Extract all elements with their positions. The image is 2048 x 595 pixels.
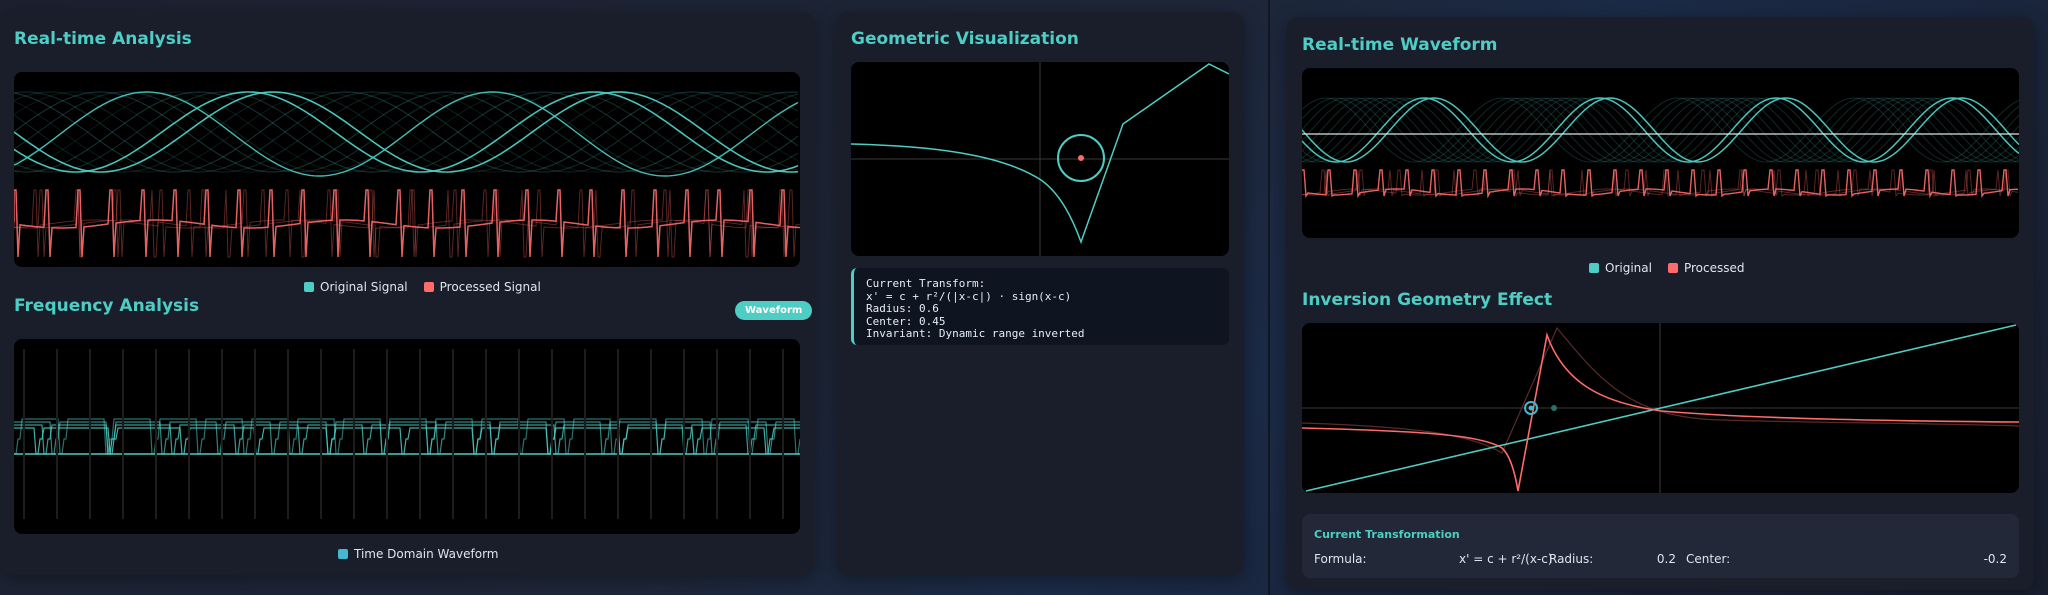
center-value: -0.2 xyxy=(1983,552,2007,566)
original-signal-swatch xyxy=(304,282,314,292)
transform-line-invariant: Invariant: Dynamic range inverted xyxy=(866,327,1085,340)
original-signal-line xyxy=(14,91,799,173)
original-signal-line xyxy=(14,91,799,173)
waveform-original-line xyxy=(1302,97,2019,163)
original-signal-line xyxy=(14,91,799,173)
legend-original-signal: Original Signal xyxy=(304,280,408,294)
original-signal-line xyxy=(14,91,799,173)
waveform-original-line xyxy=(1302,97,2019,163)
waveform-original-line xyxy=(1302,97,2019,163)
inversion-circle xyxy=(1057,134,1105,182)
realtime-waveform-title: Real-time Waveform xyxy=(1302,35,1498,55)
waveform-processed-line xyxy=(1302,169,2019,198)
geometric-plot xyxy=(851,62,1229,256)
realtime-waveform-plot xyxy=(1302,97,2019,199)
identity-line xyxy=(1305,324,2017,492)
waveform-original-line xyxy=(1302,97,2019,163)
time-domain-waveform xyxy=(14,418,800,455)
formula-label: Formula: xyxy=(1314,552,1367,566)
frequency-analysis-canvas[interactable] xyxy=(14,339,800,534)
analysis-panel: Real-time Analysis Original Signal Proce… xyxy=(0,12,815,575)
realtime-legend: Original Signal Processed Signal xyxy=(304,280,541,294)
legend-time-domain: Time Domain Waveform xyxy=(338,547,498,561)
original-signal-line xyxy=(14,91,799,173)
frequency-legend: Time Domain Waveform xyxy=(338,547,498,561)
legend-processed-signal: Processed Signal xyxy=(423,280,541,294)
legend-original-text: Original xyxy=(1605,261,1652,275)
inversion-geometry-plot xyxy=(1302,323,2019,493)
column-divider xyxy=(1268,0,1270,595)
transform-line-formula: x' = c + r²/(|x-c|) · sign(x-c) xyxy=(866,289,1072,303)
frequency-analysis-plot xyxy=(14,349,800,519)
original-signal-line xyxy=(14,91,799,173)
inversion-point-marker xyxy=(1551,405,1557,411)
waveform-original-line xyxy=(1302,97,2019,163)
geometric-panel: Geometric Visualization Current Transfor… xyxy=(836,12,1244,575)
legend-processed-label: Processed Signal xyxy=(439,280,541,294)
original-signal-line xyxy=(14,91,799,173)
realtime-analysis-title: Real-time Analysis xyxy=(14,29,192,49)
realtime-analysis-canvas[interactable] xyxy=(14,72,800,267)
waveform-legend: Original Processed xyxy=(1589,261,1745,275)
current-transformation-box: Current Transformation Formula: x' = c +… xyxy=(1302,514,2019,578)
geometric-visualization-title: Geometric Visualization xyxy=(851,29,1079,49)
legend-original: Original xyxy=(1589,261,1652,275)
formula-value: x' = c + r²/(x-c) xyxy=(1459,552,1553,566)
transform-line-heading: Current Transform: xyxy=(866,277,986,290)
inversion-center-marker xyxy=(1524,401,1538,415)
waveform-original-line xyxy=(1302,97,2019,163)
waveform-original-line xyxy=(1302,97,2019,163)
original-signal-line xyxy=(14,91,799,173)
waveform-original-line xyxy=(1302,97,2019,163)
original-signal-line xyxy=(14,91,799,173)
original-signal-line xyxy=(14,91,799,177)
waveform-original-line xyxy=(1302,97,2019,163)
original-signal-line xyxy=(14,91,799,173)
processed-signal-line xyxy=(14,189,800,258)
original-signal-line xyxy=(14,91,799,173)
waveform-panel: Real-time Waveform Original Processed In… xyxy=(1286,17,2034,590)
legend-original-label: Original Signal xyxy=(320,280,408,294)
waveform-processed-line xyxy=(1302,169,2019,198)
realtime-waveform-canvas[interactable] xyxy=(1302,68,2019,238)
transform-line-radius: Radius: 0.6 xyxy=(866,302,939,315)
processed-signal-line xyxy=(14,189,800,258)
inversion-center-dot xyxy=(1078,155,1084,161)
legend-processed: Processed xyxy=(1667,261,1745,275)
radius-value: 0.2 xyxy=(1656,552,1676,566)
processed-signal-line xyxy=(14,189,800,258)
waveform-original-line xyxy=(1302,97,2019,163)
time-domain-swatch xyxy=(338,549,348,559)
frequency-analysis-title: Frequency Analysis xyxy=(14,296,200,316)
radius-label: Radius: xyxy=(1549,552,1594,566)
processed-swatch xyxy=(1667,263,1678,273)
original-signal-line xyxy=(14,91,799,173)
original-swatch xyxy=(1589,263,1599,273)
center-label: Center: xyxy=(1686,552,1731,566)
current-transform-box: Current Transform: x' = c + r²/(|x-c|) ·… xyxy=(851,268,1229,345)
legend-processed-text: Processed xyxy=(1683,261,1745,275)
realtime-analysis-plot xyxy=(14,91,800,258)
transform-curve xyxy=(851,63,1229,245)
current-transformation-title: Current Transformation xyxy=(1314,528,1460,541)
time-domain-waveform xyxy=(14,421,800,455)
geometric-canvas[interactable] xyxy=(851,62,1229,256)
original-signal-line xyxy=(14,91,799,173)
inversion-geometry-title: Inversion Geometry Effect xyxy=(1302,290,1553,310)
time-domain-waveform xyxy=(14,427,800,455)
inversion-geometry-canvas[interactable] xyxy=(1302,323,2019,493)
inversion-center-dot xyxy=(1528,405,1534,411)
waveform-original-line xyxy=(1302,97,2019,163)
waveform-original-line xyxy=(1302,97,2019,163)
waveform-mode-button[interactable]: Waveform xyxy=(735,301,813,320)
legend-time-domain-label: Time Domain Waveform xyxy=(354,547,499,561)
processed-signal-swatch xyxy=(423,282,434,292)
transform-line-center: Center: 0.45 xyxy=(866,314,946,328)
waveform-processed-line xyxy=(1302,169,2019,199)
inversion-curve xyxy=(1302,331,2019,492)
time-domain-waveform xyxy=(14,424,800,455)
